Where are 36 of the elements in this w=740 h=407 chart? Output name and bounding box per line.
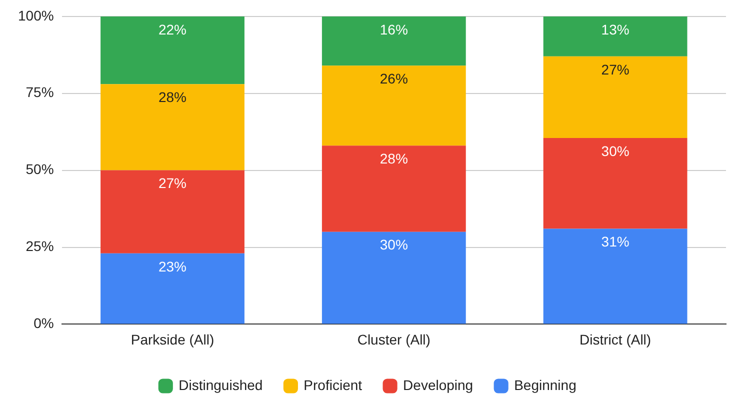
bar xyxy=(322,66,466,146)
bar xyxy=(543,138,688,229)
y-tick-label: 75% xyxy=(26,84,54,100)
x-tick-label: Cluster (All) xyxy=(357,331,430,348)
bar xyxy=(322,16,466,66)
bar xyxy=(100,170,244,254)
legend-label: Distinguished xyxy=(178,376,263,393)
data-label: 28% xyxy=(380,150,408,167)
bar xyxy=(543,228,688,324)
x-tick-label: District (All) xyxy=(580,331,652,348)
data-label: 30% xyxy=(380,236,408,253)
y-tick-label: 0% xyxy=(34,315,54,332)
bar xyxy=(100,253,244,324)
legend-label: Developing xyxy=(403,376,474,393)
data-label: 16% xyxy=(380,21,408,38)
bar xyxy=(100,84,244,170)
y-tick-label: 25% xyxy=(26,238,54,254)
data-label: 28% xyxy=(158,88,187,105)
data-label: 30% xyxy=(601,142,630,159)
data-label: 27% xyxy=(158,175,187,192)
bar xyxy=(543,16,688,56)
data-label: 13% xyxy=(601,21,630,38)
data-label: 31% xyxy=(601,234,630,250)
legend-label: Proficient xyxy=(304,376,362,393)
data-label: 23% xyxy=(158,258,187,274)
data-label: 22% xyxy=(158,21,187,38)
data-label: 26% xyxy=(380,70,408,87)
legend-label: Beginning xyxy=(514,376,576,393)
bar xyxy=(100,16,244,84)
bar xyxy=(322,232,466,324)
data-label: 27% xyxy=(601,61,630,78)
bar xyxy=(543,56,688,138)
y-tick-label: 100% xyxy=(18,7,54,24)
bar xyxy=(322,146,466,232)
y-tick-label: 50% xyxy=(26,161,54,178)
x-tick-label: Parkside (All) xyxy=(130,331,214,348)
